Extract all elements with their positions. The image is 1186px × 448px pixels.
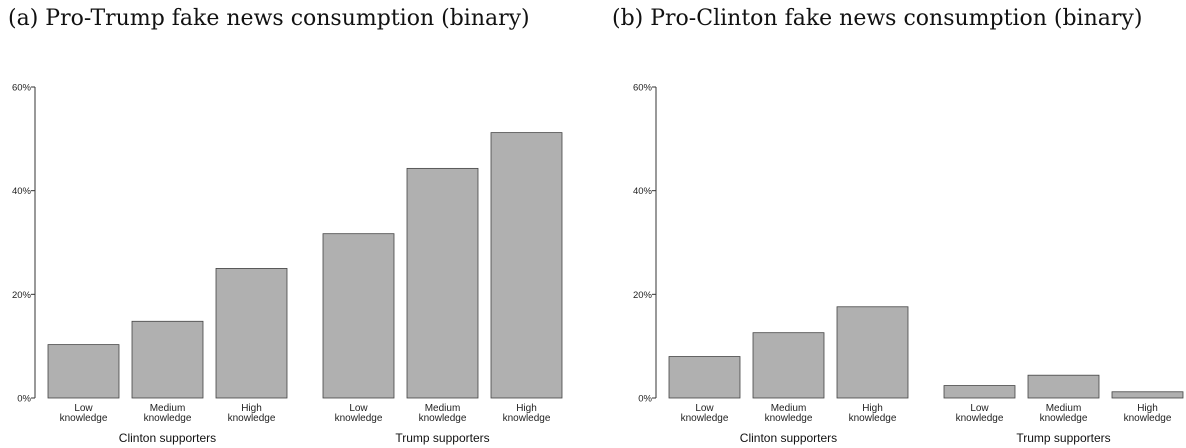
category-label: knowledge <box>956 413 1004 424</box>
bar <box>322 233 395 399</box>
category-label: knowledge <box>1124 413 1172 424</box>
category-label: Low <box>970 403 989 414</box>
bar <box>752 332 825 399</box>
group-label: Clinton supporters <box>740 431 837 445</box>
chart-a: 0%20%40%60%LowknowledgeMediumknowledgeHi… <box>12 83 563 445</box>
bar <box>668 356 741 399</box>
group-label: Trump supporters <box>1016 431 1110 445</box>
category-label: Medium <box>1046 403 1082 414</box>
chart-b-title: (b) Pro-Clinton fake news consumption (b… <box>612 6 1143 31</box>
category-label: Medium <box>150 403 186 414</box>
category-label: knowledge <box>1040 413 1088 424</box>
category-label: knowledge <box>503 413 551 424</box>
y-tick-label: 20% <box>12 290 32 301</box>
group-label: Trump supporters <box>395 431 489 445</box>
category-label: knowledge <box>681 413 729 424</box>
bar <box>1111 391 1184 399</box>
y-tick-label: 20% <box>633 290 653 301</box>
category-label: High <box>516 403 537 414</box>
bar <box>406 167 479 399</box>
category-label: knowledge <box>419 413 467 424</box>
category-label: knowledge <box>144 413 192 424</box>
bar <box>836 306 909 399</box>
category-label: knowledge <box>335 413 383 424</box>
y-tick-label: 0% <box>638 394 652 405</box>
bar <box>215 268 288 399</box>
group-label: Clinton supporters <box>119 431 216 445</box>
y-tick-label: 40% <box>12 186 32 197</box>
category-label: knowledge <box>765 413 813 424</box>
chart-a-title: (a) Pro-Trump fake news consumption (bin… <box>8 6 530 31</box>
category-label: Low <box>695 403 714 414</box>
y-tick-label: 40% <box>633 186 653 197</box>
category-label: knowledge <box>228 413 276 424</box>
category-label: knowledge <box>60 413 108 424</box>
category-label: High <box>1137 403 1158 414</box>
category-label: High <box>241 403 262 414</box>
bar <box>131 320 204 399</box>
y-tick-label: 60% <box>633 83 653 94</box>
chart-b: 0%20%40%60%LowknowledgeMediumknowledgeHi… <box>633 83 1184 445</box>
category-label: Medium <box>771 403 807 414</box>
category-label: knowledge <box>849 413 897 424</box>
y-tick-label: 60% <box>12 83 32 94</box>
y-tick-label: 0% <box>17 394 31 405</box>
category-label: Medium <box>425 403 461 414</box>
bar <box>1027 374 1100 399</box>
bar <box>943 385 1016 399</box>
category-label: Low <box>74 403 93 414</box>
category-label: Low <box>349 403 368 414</box>
bar <box>47 344 120 399</box>
category-label: High <box>862 403 883 414</box>
bar <box>490 132 563 399</box>
